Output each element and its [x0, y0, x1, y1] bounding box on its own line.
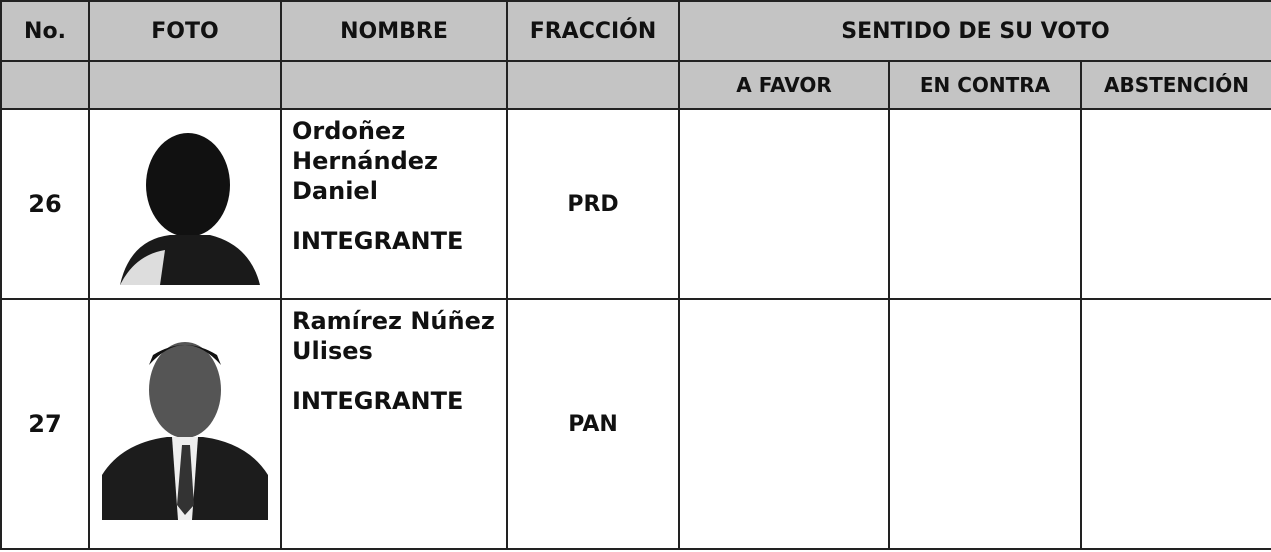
vote-cell	[678, 108, 890, 300]
vote-cell	[678, 298, 890, 550]
header-cell: SENTIDO DE SU VOTO	[678, 0, 1271, 62]
vote-cell	[1080, 108, 1271, 300]
vote-cell	[888, 108, 1082, 300]
header-blank	[506, 60, 680, 110]
vote-option: EN CONTRA	[888, 60, 1082, 110]
header-blank	[0, 60, 90, 110]
header-blank	[88, 60, 282, 110]
fraction: PAN	[506, 298, 680, 550]
member-name: Ordoñez Hernández Daniel	[292, 117, 438, 205]
member-name: Ramírez Núñez Ulises	[292, 307, 495, 365]
photo-cell	[88, 108, 282, 300]
photo	[110, 119, 260, 285]
vote-option: A FAVOR	[678, 60, 890, 110]
photo-cell	[88, 298, 282, 550]
row-number: 26	[0, 108, 90, 300]
vote-option: ABSTENCIÓN	[1080, 60, 1271, 110]
member-role: INTEGRANTE	[292, 387, 464, 415]
header-blank	[280, 60, 508, 110]
member-role: INTEGRANTE	[292, 227, 464, 255]
header-cell: NOMBRE	[280, 0, 508, 62]
member-name-cell: Ordoñez Hernández Daniel INTEGRANTE	[280, 108, 508, 300]
photo	[102, 324, 268, 520]
vote-cell	[1080, 298, 1271, 550]
vote-cell	[888, 298, 1082, 550]
member-name-cell: Ramírez Núñez Ulises INTEGRANTE	[280, 298, 508, 550]
header-cell: FOTO	[88, 0, 282, 62]
row-number: 27	[0, 298, 90, 550]
fraction: PRD	[506, 108, 680, 300]
header-cell: No.	[0, 0, 90, 62]
header-cell: FRACCIÓN	[506, 0, 680, 62]
